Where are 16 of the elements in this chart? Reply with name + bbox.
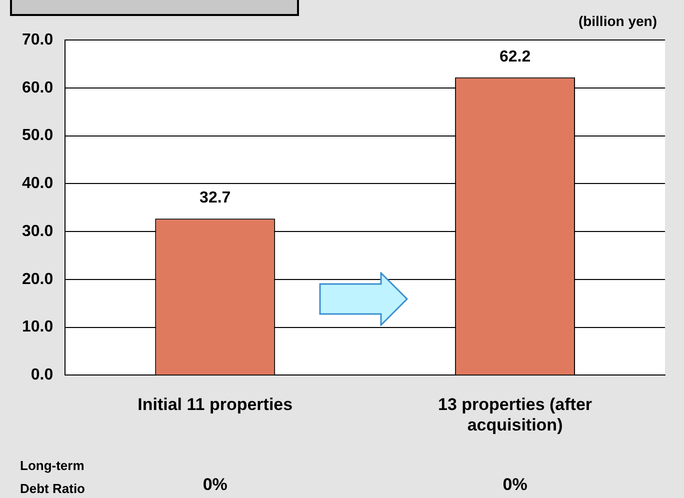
data-label: 32.7 (200, 190, 231, 207)
y-tick-label: 70.0 (22, 31, 54, 48)
y-tick-label: 60.0 (22, 79, 54, 96)
y-tick-label: 10.0 (22, 318, 54, 336)
text: (billion yen) (578, 13, 657, 29)
y-tick-label: 0.0 (30, 366, 54, 384)
x-tick-label: 13 properties (after acquisition) (438, 395, 592, 434)
text: Long-term Debt Ratio (20, 458, 86, 496)
y-tick-label: 50.0 (22, 127, 54, 144)
x-tick-label: Initial 11 properties (138, 395, 293, 414)
y-tick-label: 20.0 (22, 270, 54, 288)
y-tick-label: 30.0 (22, 222, 54, 240)
text: 0% (502, 475, 528, 494)
data-label: 62.2 (499, 48, 531, 66)
y-tick-label: 40.0 (22, 175, 54, 192)
text: 0% (202, 475, 228, 494)
